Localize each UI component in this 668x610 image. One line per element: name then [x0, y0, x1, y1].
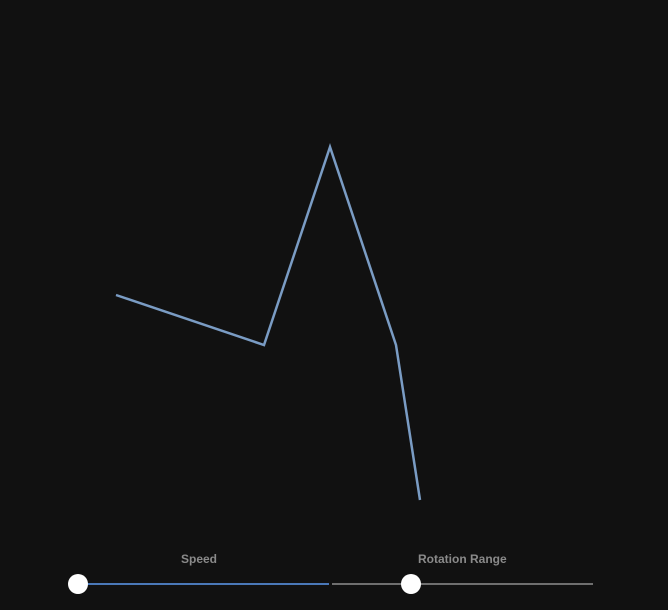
- rotation-range-slider-thumb[interactable]: [401, 574, 421, 594]
- speed-slider-thumb[interactable]: [68, 574, 88, 594]
- animation-canvas: [115, 143, 422, 501]
- speed-label: Speed: [181, 552, 218, 566]
- jointed-arm-line: [115, 143, 422, 501]
- animation-svg: [115, 143, 422, 501]
- rotation-range-label: Rotation Range: [418, 552, 507, 566]
- rotation-range-slider-track[interactable]: [332, 583, 593, 585]
- speed-slider-track[interactable]: [78, 583, 329, 585]
- speed-slider-fill: [78, 583, 329, 585]
